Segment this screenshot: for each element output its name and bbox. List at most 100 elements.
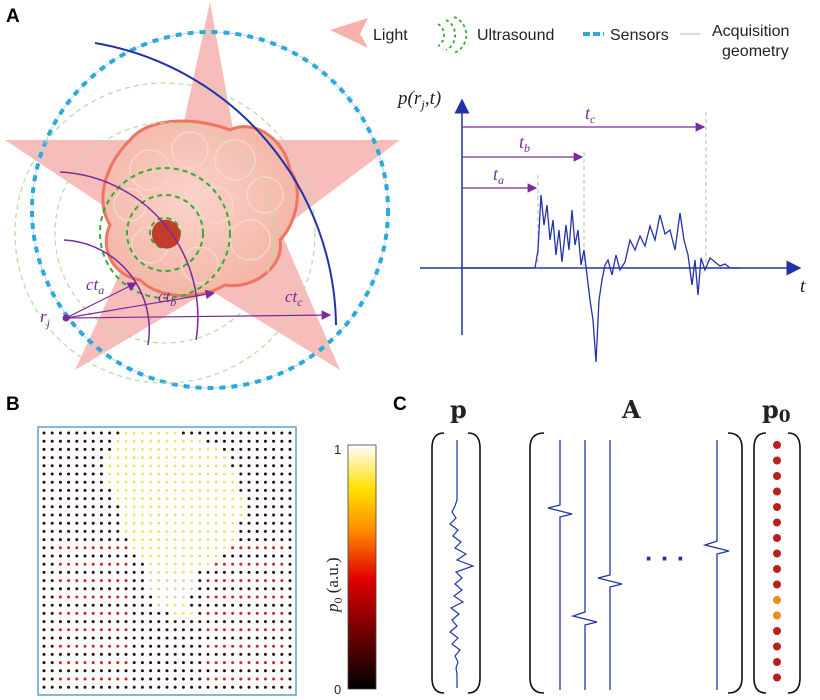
grid-dot [42, 529, 46, 533]
grid-dot [58, 628, 62, 632]
grid-dot [165, 579, 169, 582]
grid-dot [132, 505, 136, 509]
grid-dot [132, 595, 136, 599]
grid-dot [280, 661, 284, 665]
distance-arrows [65, 282, 332, 320]
grid-dot [149, 562, 152, 566]
grid-dot [182, 497, 185, 500]
grid-dot [124, 652, 128, 656]
grid-dot [50, 570, 54, 574]
vector-p0-dots [773, 441, 781, 682]
grid-dot [239, 595, 243, 599]
grid-dot [91, 529, 95, 533]
grid-dot [247, 587, 251, 591]
grid-dot [247, 661, 251, 665]
grid-dot [50, 439, 54, 443]
grid-dot [50, 546, 54, 550]
grid-dot [231, 644, 235, 648]
grid-dot [223, 464, 226, 468]
grid-dot [255, 603, 259, 607]
grid-dot [42, 538, 46, 542]
grid-dot [182, 538, 185, 541]
grid-dot [280, 554, 284, 558]
grid-dot [173, 612, 177, 615]
grid-dot [255, 611, 259, 615]
grid-dot [132, 669, 136, 673]
grid-dot [149, 677, 153, 681]
grid-dot [206, 489, 210, 492]
grid-dot [239, 570, 243, 574]
grid-dot [116, 538, 120, 542]
colorbar [347, 444, 377, 690]
grid-dot [116, 521, 120, 525]
grid-dot [108, 529, 112, 533]
grid-dot [182, 521, 185, 525]
grid-dot [263, 546, 267, 550]
grid-dot [108, 661, 112, 665]
grid-dot [165, 497, 169, 500]
grid-dot [75, 628, 79, 632]
grid-dot [91, 620, 95, 624]
grid-dot [165, 505, 169, 509]
grid-dot [140, 669, 144, 673]
grid-dot [231, 472, 234, 476]
grid-dot [222, 439, 226, 443]
grid-dot [157, 554, 161, 558]
grid-dot [280, 513, 284, 517]
grid-dot [157, 636, 161, 640]
grid-dot [108, 669, 112, 673]
grid-dot [124, 677, 128, 681]
grid-dot [239, 669, 243, 673]
grid-dot [173, 603, 177, 607]
grid-dot [214, 644, 218, 648]
grid-dot [149, 497, 152, 500]
grid-dot [157, 530, 161, 533]
grid-dot [214, 530, 218, 533]
grid-dot [58, 611, 62, 615]
grid-dot [149, 636, 153, 640]
grid-dot [50, 488, 54, 492]
grid-dot [206, 652, 210, 656]
colorbar-tick-min: 0 [334, 682, 341, 697]
grid-dot [108, 497, 112, 501]
grid-dot [140, 570, 144, 574]
grid-dot [67, 611, 71, 615]
grid-dot [108, 611, 112, 615]
grid-dot [91, 587, 95, 591]
grid-dot [214, 456, 218, 459]
grid-dot [288, 579, 292, 583]
legend-acquisition-line1: Acquisition [712, 23, 789, 40]
grid-dot [214, 636, 218, 640]
grid-dot [231, 554, 235, 558]
grid-dot [288, 636, 292, 640]
grid-dot [280, 562, 284, 566]
grid-dot [108, 595, 112, 599]
grid-dot [165, 587, 169, 591]
grid-dot [91, 456, 95, 460]
grid-dot [157, 546, 161, 550]
grid-dot [83, 546, 87, 550]
grid-dot [272, 562, 276, 566]
grid-dot [42, 521, 46, 525]
grid-dot [91, 636, 95, 640]
grid-dot [50, 661, 54, 665]
grid-dot [214, 431, 218, 435]
grid-dot [206, 464, 210, 468]
grid-dot [206, 628, 210, 632]
grid-dot [157, 579, 161, 582]
grid-dot [288, 570, 292, 574]
p0-dot [773, 503, 781, 511]
grid-dot [140, 652, 144, 656]
grid-dot [231, 636, 235, 640]
grid-dot [42, 603, 46, 607]
grid-dot [190, 472, 193, 476]
grid-dot [190, 661, 194, 665]
grid-dot [75, 546, 79, 550]
grid-dot [149, 652, 153, 656]
grid-dot [239, 464, 243, 468]
grid-dot [288, 464, 292, 468]
legend-acquisition-line2: geometry [722, 43, 789, 60]
grid-dot [206, 431, 210, 435]
grid-dot [165, 636, 169, 640]
